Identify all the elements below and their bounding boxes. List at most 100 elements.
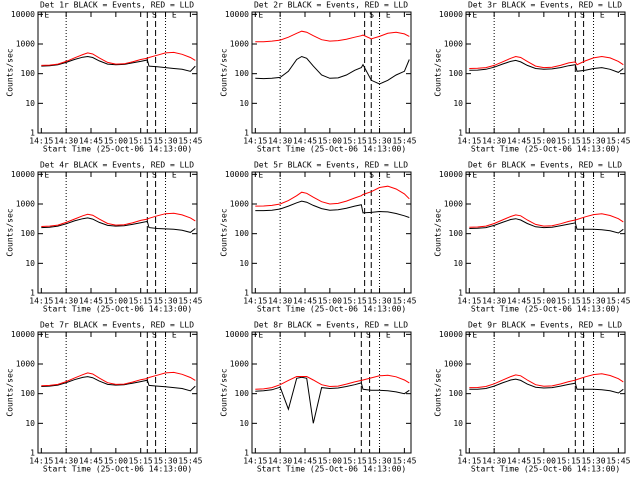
plot-frame <box>465 171 626 294</box>
x-axis-label: Start Time (25-Oct-06 14:13:00) <box>257 145 406 154</box>
x-tick-label: 15:30 <box>581 137 605 146</box>
y-tick-label: 1 <box>458 289 463 298</box>
x-axis-label: Start Time (25-Oct-06 14:13:00) <box>471 145 620 154</box>
y-tick-label: 10 <box>239 259 249 268</box>
y-axis-label: Counts/sec <box>434 208 443 256</box>
x-tick-label: 14:15 <box>29 137 53 146</box>
y-tick-label: 10000 <box>439 170 463 179</box>
plot-frame <box>37 171 198 294</box>
plot-frame <box>465 331 626 454</box>
marker-label: E <box>600 331 605 340</box>
marker-label: E <box>386 11 391 20</box>
marker-label: S <box>369 11 374 20</box>
series-line <box>41 212 196 227</box>
y-tick-label: 1 <box>244 449 249 458</box>
x-tick-label: 14:45 <box>507 457 531 466</box>
series-line <box>469 378 624 394</box>
x-tick-label: 15:00 <box>318 297 342 306</box>
y-tick-label: 100 <box>21 229 36 238</box>
x-tick-label: 14:15 <box>457 137 481 146</box>
series-line <box>469 55 624 69</box>
series-line <box>41 51 196 66</box>
x-tick-label: 15:30 <box>367 457 391 466</box>
x-tick-label: 14:30 <box>268 137 292 146</box>
x-tick-label: 14:45 <box>79 457 103 466</box>
y-tick-label: 1 <box>244 289 249 298</box>
x-tick-label: 15:15 <box>129 297 153 306</box>
chart-title: Det 6r BLACK = Events, RED = LLD <box>468 161 622 170</box>
y-tick-label: 1 <box>30 449 35 458</box>
y-tick-label: 1000 <box>230 40 249 49</box>
series-line <box>41 55 196 72</box>
chart-title: Det 2r BLACK = Events, RED = LLD <box>254 1 408 10</box>
x-axis-label: Start Time (25-Oct-06 14:13:00) <box>257 305 406 314</box>
y-tick-label: 100 <box>449 389 464 398</box>
x-tick-label: 15:45 <box>392 297 416 306</box>
plot-frame <box>37 11 198 134</box>
marker-label: E <box>44 171 49 180</box>
plot-frame <box>251 171 412 294</box>
y-tick-label: 10 <box>25 419 35 428</box>
chart-title: Det 9r BLACK = Events, RED = LLD <box>468 321 622 330</box>
series-line <box>255 30 410 43</box>
x-tick-label: 14:45 <box>79 297 103 306</box>
x-tick-label: 15:00 <box>532 137 556 146</box>
y-axis-label: Counts/sec <box>220 368 229 416</box>
x-tick-label: 14:30 <box>482 137 506 146</box>
x-tick-label: 15:30 <box>153 297 177 306</box>
x-tick-label: 15:00 <box>104 137 128 146</box>
y-tick-label: 10 <box>239 419 249 428</box>
x-tick-label: 14:30 <box>268 457 292 466</box>
y-tick-label: 10 <box>453 99 463 108</box>
series-line <box>255 55 410 85</box>
marker-label: E <box>258 11 263 20</box>
x-tick-label: 14:15 <box>243 297 267 306</box>
y-tick-label: 1000 <box>16 40 35 49</box>
x-tick-label: 15:00 <box>532 457 556 466</box>
y-tick-label: 1000 <box>444 200 463 209</box>
y-tick-label: 100 <box>449 229 464 238</box>
marker-label: E <box>472 11 477 20</box>
y-tick-label: 10 <box>25 259 35 268</box>
y-tick-label: 10 <box>453 259 463 268</box>
x-tick-label: 14:15 <box>29 297 53 306</box>
marker-label: S <box>369 171 374 180</box>
marker-label: E <box>172 171 177 180</box>
x-tick-label: 15:15 <box>557 457 581 466</box>
x-tick-label: 15:00 <box>318 137 342 146</box>
y-tick-label: 10000 <box>439 330 463 339</box>
x-tick-label: 15:45 <box>606 457 630 466</box>
plot-frame <box>251 331 412 454</box>
y-tick-label: 1000 <box>444 360 463 369</box>
x-tick-label: 15:45 <box>606 137 630 146</box>
x-tick-label: 15:00 <box>104 457 128 466</box>
chart-title: Det 8r BLACK = Events, RED = LLD <box>254 321 408 330</box>
y-axis-label: Counts/sec <box>220 48 229 96</box>
y-tick-label: 100 <box>449 69 464 78</box>
y-tick-label: 1000 <box>230 200 249 209</box>
marker-label: E <box>258 331 263 340</box>
y-axis-label: Counts/sec <box>434 48 443 96</box>
y-axis-label: Counts/sec <box>6 48 15 96</box>
marker-label: E <box>600 171 605 180</box>
x-tick-label: 15:15 <box>343 297 367 306</box>
marker-label: E <box>386 171 391 180</box>
marker-label: E <box>172 11 177 20</box>
marker-label: E <box>44 11 49 20</box>
marker-label: S <box>580 11 585 20</box>
y-tick-label: 100 <box>235 229 250 238</box>
y-tick-label: 10000 <box>11 330 35 339</box>
y-tick-label: 1000 <box>16 200 35 209</box>
series-line <box>255 185 410 207</box>
series-line <box>255 376 410 424</box>
y-tick-label: 1 <box>244 129 249 138</box>
x-tick-label: 15:30 <box>367 297 391 306</box>
x-tick-label: 14:15 <box>457 297 481 306</box>
x-tick-label: 14:45 <box>293 137 317 146</box>
y-axis-label: Counts/sec <box>434 368 443 416</box>
y-tick-label: 10000 <box>225 170 249 179</box>
x-axis-label: Start Time (25-Oct-06 14:13:00) <box>43 145 192 154</box>
x-axis-label: Start Time (25-Oct-06 14:13:00) <box>43 465 192 474</box>
series-line <box>469 373 624 389</box>
y-tick-label: 1 <box>458 129 463 138</box>
